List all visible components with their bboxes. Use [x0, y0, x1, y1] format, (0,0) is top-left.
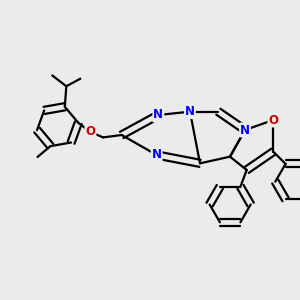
Text: N: N [153, 109, 163, 122]
Text: O: O [85, 125, 95, 139]
Text: N: N [152, 148, 162, 161]
Text: O: O [268, 113, 278, 127]
Text: N: N [240, 124, 250, 136]
Text: N: N [185, 105, 195, 118]
